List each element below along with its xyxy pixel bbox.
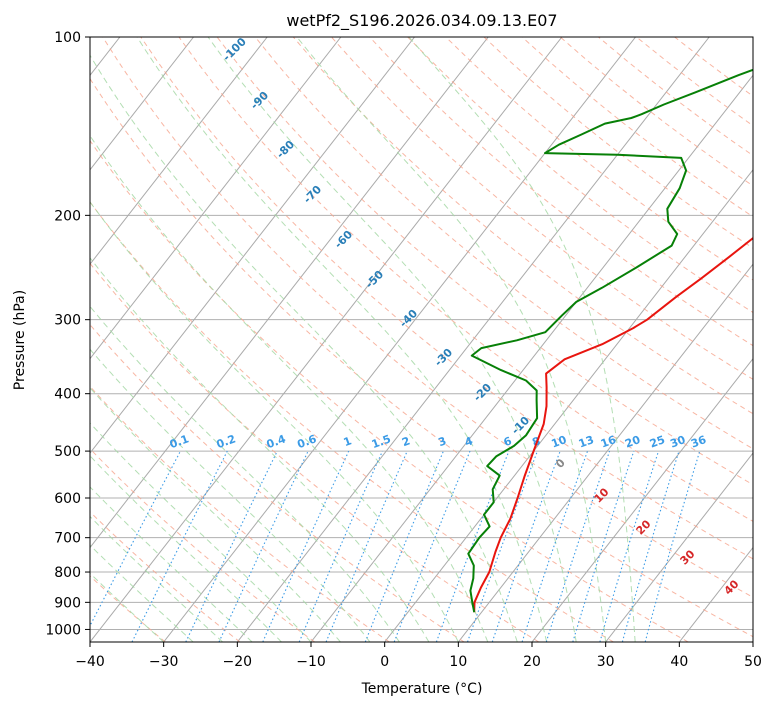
- x-tick-label: 0: [380, 654, 389, 670]
- x-tick-label: 30: [597, 654, 615, 670]
- x-tick-label: 50: [744, 654, 762, 670]
- dry-adiabat-label: -60: [332, 228, 355, 251]
- y-tick-label: 300: [54, 313, 81, 329]
- mixing-ratio-line: [219, 451, 308, 642]
- y-tick-label: 400: [54, 387, 81, 403]
- moist-adiabat: [79, 37, 517, 642]
- mixing-ratio-line: [546, 451, 609, 642]
- isotherm-line: [90, 37, 562, 642]
- mixing-ratio-line: [82, 451, 181, 642]
- isotherm-line: [0, 37, 194, 642]
- y-axis-label: Pressure (hPa): [12, 290, 28, 390]
- dry-adiabat: [255, 37, 775, 642]
- y-tick-label: 1000: [45, 622, 81, 638]
- dry-adiabat-label: -40: [397, 307, 420, 330]
- dry-adiabat-label: -70: [301, 183, 324, 206]
- dry-adiabat: [331, 37, 775, 642]
- x-tick-label: 10: [449, 654, 467, 670]
- mixing-ratio-label: 2: [400, 434, 412, 449]
- isotherm-line: [0, 37, 415, 642]
- mixing-ratio-label: 4: [463, 434, 475, 449]
- dry-adiabat: [408, 37, 775, 642]
- mixing-ratio-line: [645, 451, 700, 642]
- dry-adiabat-label: -80: [274, 138, 297, 161]
- mixing-ratio-line: [186, 451, 277, 642]
- dry-adiabat-label: -10: [509, 414, 532, 437]
- dry-adiabat: [65, 37, 763, 642]
- mixing-ratio-label: 36: [689, 433, 708, 451]
- x-tick-label: −20: [223, 654, 253, 670]
- moist-adiabat-label: 0: [553, 456, 568, 471]
- moist-adiabat: [0, 37, 429, 642]
- mixing-ratio-label: 16: [599, 433, 618, 451]
- mixing-ratio-line: [132, 451, 227, 642]
- moist-adiabat-label: 10: [592, 485, 612, 505]
- moist-adiabat: [0, 37, 193, 642]
- mixing-ratio-line: [622, 451, 679, 642]
- mixing-ratio-label: 25: [648, 433, 667, 450]
- x-tick-label: −10: [296, 654, 326, 670]
- dry-adiabat: [522, 37, 775, 642]
- isotherm-line: [164, 37, 636, 642]
- moist-adiabat: [0, 37, 282, 642]
- moist-adiabat: [32, 37, 488, 642]
- dry-adiabat-label: -20: [471, 381, 494, 404]
- moist-adiabat: [0, 37, 370, 642]
- dry-adiabat: [0, 37, 464, 642]
- plot-frame: [90, 37, 753, 642]
- x-tick-label: −30: [149, 654, 179, 670]
- dry-adiabat: [0, 37, 240, 642]
- isotherm-line: [311, 37, 775, 642]
- x-axis-label: Temperature (°C): [361, 681, 483, 697]
- mixing-ratio-line: [468, 451, 538, 642]
- dry-adiabat: [103, 37, 775, 642]
- y-tick-label: 700: [54, 531, 81, 547]
- mixing-ratio-label: 3: [436, 434, 448, 449]
- y-tick-label: 800: [54, 565, 81, 581]
- mixing-ratio-label: 0.1: [168, 432, 191, 451]
- moist-adiabat-label: 40: [722, 577, 742, 597]
- y-tick-label: 600: [54, 491, 81, 507]
- dry-adiabat: [370, 37, 775, 642]
- mixing-ratio-label: 20: [623, 433, 642, 451]
- dewpoint-line: [468, 37, 775, 612]
- dry-adiabat: [0, 37, 315, 642]
- isotherm-line: [532, 37, 775, 642]
- mixing-ratio-line: [600, 451, 659, 642]
- isotherm-line: [0, 37, 267, 642]
- mixing-ratio-label: 13: [577, 433, 596, 450]
- mixing-ratio-line: [365, 451, 443, 642]
- y-tick-label: 900: [54, 595, 81, 611]
- x-tick-label: 40: [670, 654, 688, 670]
- isotherm-line: [458, 37, 775, 642]
- isotherm-line: [753, 37, 775, 642]
- x-tick-label: 20: [523, 654, 541, 670]
- temperature-line: [474, 37, 775, 612]
- y-tick-label: 200: [54, 208, 81, 224]
- isotherm-line: [237, 37, 709, 642]
- dry-adiabat: [141, 37, 775, 642]
- mixing-ratio-label: 1.5: [370, 432, 393, 451]
- dry-adiabat-label: -90: [248, 89, 271, 112]
- mixing-ratio-line: [573, 451, 634, 642]
- dry-adiabat: [293, 37, 775, 642]
- chart-title: wetPf2_S196.2026.034.09.13.E07: [286, 11, 557, 31]
- dry-adiabat: [0, 37, 539, 642]
- moist-adiabat-label: 20: [634, 517, 654, 537]
- y-tick-label: 500: [54, 444, 81, 460]
- mixing-ratio-label: 0.2: [215, 432, 238, 451]
- x-tick-label: −40: [75, 654, 105, 670]
- mixing-ratio-label: 0.4: [265, 432, 288, 451]
- dry-adiabat: [637, 37, 775, 642]
- dry-adiabat: [0, 37, 389, 642]
- moist-adiabat: [0, 37, 223, 642]
- isotherm-line: [16, 37, 488, 642]
- mixing-ratio-label: 1: [342, 434, 354, 449]
- y-tick-label: 100: [54, 30, 81, 46]
